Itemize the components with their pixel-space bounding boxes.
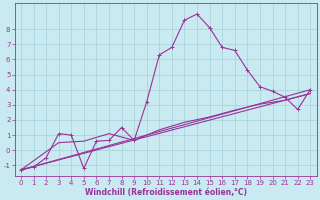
X-axis label: Windchill (Refroidissement éolien,°C): Windchill (Refroidissement éolien,°C) bbox=[84, 188, 247, 197]
